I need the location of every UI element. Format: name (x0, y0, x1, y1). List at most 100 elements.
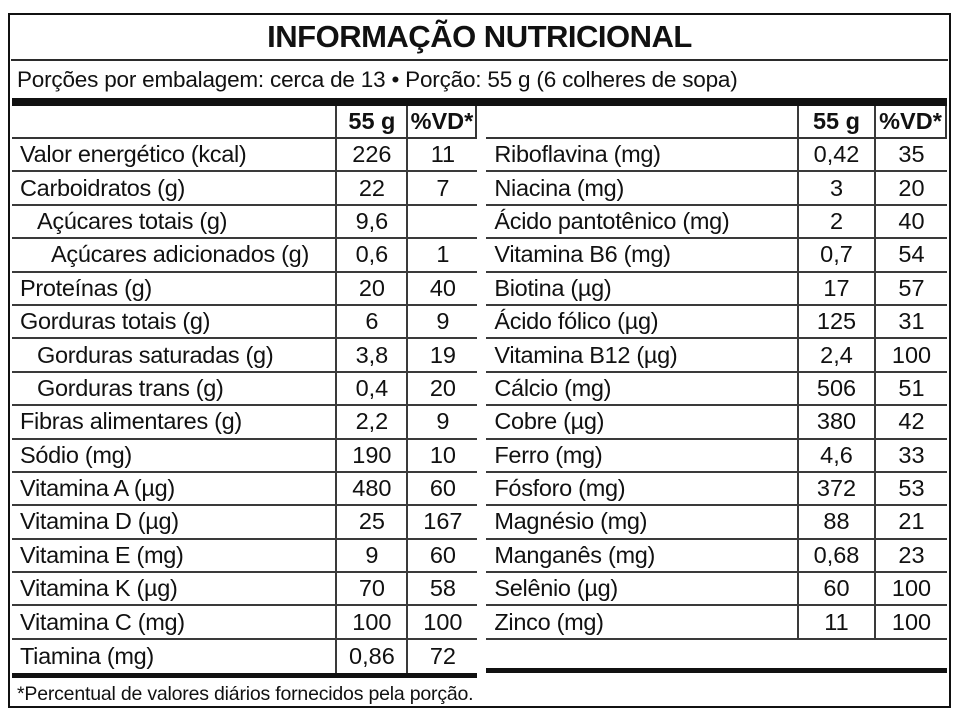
nutrient-daily-value: 20 (406, 372, 477, 405)
nutrient-amount: 3 (797, 172, 874, 204)
nutrient-row: Vitamina K (µg) 70 58 (12, 573, 478, 607)
nutrient-daily-value: 51 (874, 372, 947, 405)
nutrient-label: Ácido fólico (µg) (494, 308, 659, 335)
bottom-spacer (486, 640, 947, 669)
nutrient-row: Cálcio (mg) 506 51 (486, 372, 947, 407)
nutrient-row: Açúcares totais (g) 9,6 (12, 205, 478, 240)
table-gap (477, 106, 486, 706)
nutrient-amount: 100 (335, 606, 406, 638)
nutrient-amount: 11 (797, 606, 874, 638)
nutrient-label: Magnésio (mg) (494, 508, 648, 535)
nutrient-amount: 9,6 (335, 205, 406, 238)
nutrient-label: Ácido pantotênico (mg) (494, 207, 730, 234)
nutrient-daily-value: 53 (874, 472, 947, 505)
nutrient-label: Gorduras trans (g) (37, 374, 224, 401)
nutrient-daily-value: 7 (406, 172, 477, 204)
nutrient-daily-value: 31 (874, 305, 947, 338)
nutrient-daily-value: 57 (874, 272, 947, 304)
nutrient-row: Riboflavina (mg) 0,42 35 (486, 139, 947, 173)
title-divider (11, 59, 948, 61)
nutrient-row: Gorduras saturadas (g) 3,8 19 (12, 339, 478, 373)
bottom-divider (486, 668, 947, 674)
nutrient-label: Zinco (mg) (494, 608, 604, 635)
nutrient-amount: 2,4 (797, 339, 874, 371)
nutrient-amount: 22 (335, 172, 406, 204)
nutrient-label: Fósforo (mg) (494, 475, 626, 502)
header-empty-cell (486, 106, 797, 137)
nutrient-label: Vitamina K (µg) (20, 575, 178, 602)
nutrient-tables: 55 g %VD* Valor energético (kcal) 226 11 Ca… (10, 106, 949, 706)
nutrient-daily-value: 21 (874, 506, 947, 538)
nutrient-daily-value: 40 (874, 205, 947, 238)
nutrient-row: Vitamina B12 (µg) 2,4 100 (486, 339, 947, 373)
nutrient-label: Fibras alimentares (g) (20, 408, 242, 435)
nutrient-amount: 60 (797, 573, 874, 605)
nutrient-daily-value: 9 (406, 406, 477, 438)
footnote-divider (12, 673, 478, 679)
nutrient-amount: 70 (335, 573, 406, 605)
nutrient-label: Carboidratos (g) (20, 174, 185, 201)
nutrient-label: Vitamina D (µg) (20, 508, 179, 535)
nutrient-row: Carboidratos (g) 22 7 (12, 172, 478, 206)
nutrient-label: Selênio (µg) (494, 575, 618, 602)
nutrient-row: Proteínas (g) 20 40 (12, 272, 478, 306)
nutrient-row: Açúcares adicionados (g) 0,6 1 (12, 239, 478, 273)
nutrient-label: Ferro (mg) (494, 441, 603, 468)
nutrient-daily-value: 167 (406, 506, 477, 538)
nutrient-amount: 0,7 (797, 239, 874, 271)
nutrient-row: Vitamina B6 (mg) 0,7 54 (486, 239, 947, 273)
nutrient-daily-value: 19 (406, 339, 477, 371)
nutrient-amount: 6 (335, 305, 406, 338)
nutrient-label: Proteínas (g) (20, 274, 152, 301)
nutrient-row: Biotina (µg) 17 57 (486, 272, 947, 306)
nutrient-label: Tiamina (mg) (20, 643, 154, 670)
nutrient-amount: 372 (797, 472, 874, 505)
nutrient-daily-value: 100 (874, 606, 947, 638)
nutrient-row: Vitamina C (mg) 100 100 (12, 606, 478, 640)
nutrient-row: Ácido pantotênico (mg) 2 40 (486, 205, 947, 240)
nutrient-row: Ácido fólico (µg) 125 31 (486, 305, 947, 340)
nutrient-label: Cálcio (mg) (494, 374, 612, 401)
nutrient-label: Vitamina A (µg) (20, 475, 175, 502)
nutrient-daily-value: 100 (874, 339, 947, 371)
nutrient-daily-value: 9 (406, 305, 477, 338)
nutrient-amount: 506 (797, 372, 874, 405)
nutrient-row: Fibras alimentares (g) 2,2 9 (12, 406, 478, 440)
nutrient-label: Vitamina E (mg) (20, 541, 184, 568)
nutrient-daily-value: 40 (406, 272, 477, 304)
header-empty-cell (12, 106, 335, 137)
nutrient-amount: 88 (797, 506, 874, 538)
nutrient-amount: 2 (797, 205, 874, 238)
nutrient-daily-value: 20 (874, 172, 947, 204)
nutrient-amount: 0,4 (335, 372, 406, 405)
nutrient-amount: 226 (335, 139, 406, 171)
nutrient-amount: 2,2 (335, 406, 406, 438)
nutrient-row: Manganês (mg) 0,68 23 (486, 539, 947, 574)
nutrient-amount: 480 (335, 472, 406, 505)
nutrient-label: Vitamina C (mg) (20, 608, 185, 635)
nutrient-daily-value: 58 (406, 573, 477, 605)
nutrient-amount: 0,42 (797, 139, 874, 171)
nutrient-daily-value: 60 (406, 472, 477, 505)
nutrient-amount: 0,86 (335, 639, 406, 674)
nutrient-daily-value: 10 (406, 439, 477, 471)
nutrient-row: Gorduras totais (g) 6 9 (12, 305, 478, 340)
nutrient-label: Açúcares adicionados (g) (51, 241, 309, 268)
nutrient-amount: 9 (335, 539, 406, 572)
nutrient-row: Niacina (mg) 3 20 (486, 172, 947, 206)
nutrient-label: Gorduras totais (g) (20, 308, 211, 335)
nutrient-amount: 25 (335, 506, 406, 538)
nutrient-amount: 17 (797, 272, 874, 304)
nutrient-row: Vitamina E (mg) 9 60 (12, 539, 478, 574)
nutrient-label: Manganês (mg) (494, 541, 656, 568)
amount-column-header: 55 g (335, 106, 406, 137)
nutrient-daily-value: 100 (406, 606, 477, 638)
nutrient-daily-value: 100 (874, 573, 947, 605)
nutrient-row: Vitamina A (µg) 480 60 (12, 472, 478, 507)
nutrient-daily-value: 11 (406, 139, 477, 171)
nutrient-daily-value: 33 (874, 439, 947, 471)
nutrient-label: Riboflavina (mg) (494, 141, 661, 168)
nutrient-rows-left: Valor energético (kcal) 226 11 Carboidratos… (12, 139, 478, 674)
nutrient-label: Niacina (mg) (494, 174, 624, 201)
